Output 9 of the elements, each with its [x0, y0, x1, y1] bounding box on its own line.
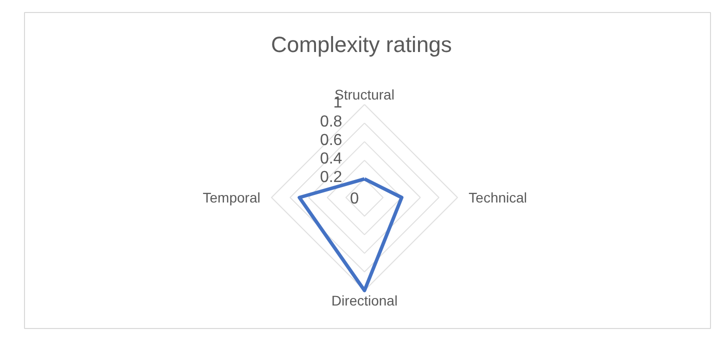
y-tick-label: 0: [350, 190, 360, 208]
spoke-label: Technical: [468, 190, 528, 206]
spoke-label: Temporal: [202, 190, 260, 206]
spoke-label: Directional: [331, 292, 398, 308]
y-tick-label: 0.8: [320, 113, 342, 130]
chart-title: Complexity ratings: [270, 32, 452, 57]
y-tick-label: 0.4: [320, 150, 342, 168]
y-tick-label: 0.2: [320, 169, 342, 186]
y-tick-label: 0.6: [320, 132, 342, 149]
